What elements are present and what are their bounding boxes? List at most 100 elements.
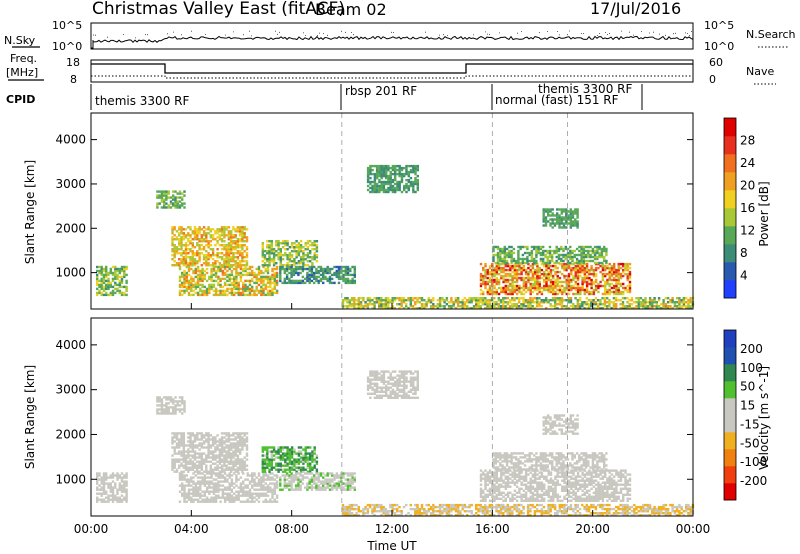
heatmap-cell	[182, 228, 185, 231]
heatmap-cell	[219, 480, 222, 483]
heatmap-cell	[269, 277, 272, 281]
heatmap-cell	[373, 178, 377, 182]
heatmap-cell	[378, 172, 381, 176]
heatmap-cell	[342, 273, 345, 277]
heatmap-cell	[509, 264, 512, 268]
heatmap-cell	[529, 297, 532, 300]
heatmap-cell	[226, 269, 229, 273]
heatmap-cell	[273, 498, 276, 501]
heatmap-cell	[227, 244, 231, 247]
heatmap-cell	[194, 281, 197, 285]
heatmap-cell	[196, 482, 200, 485]
heatmap-cell	[570, 278, 573, 282]
heatmap-cell	[545, 282, 548, 286]
heatmap-cell	[621, 301, 625, 304]
heatmap-cell	[414, 182, 417, 186]
heatmap-cell	[581, 276, 584, 280]
heatmap-cell	[273, 283, 276, 287]
heatmap-cell	[639, 305, 643, 308]
heatmap-cell	[214, 254, 217, 257]
heatmap-cell	[626, 268, 629, 272]
heatmap-cell	[248, 494, 252, 497]
heatmap-cell	[214, 291, 218, 295]
heatmap-cell	[398, 174, 401, 178]
heatmap-cell	[239, 468, 242, 471]
heatmap-cell	[536, 280, 539, 284]
heatmap-cell	[547, 276, 550, 280]
heatmap-cell	[482, 276, 485, 280]
heatmap-cell	[529, 299, 532, 302]
heatmap-cell	[176, 404, 179, 407]
heatmap-cell	[262, 484, 265, 487]
heatmap-cell	[441, 305, 444, 308]
power-cpid-guides	[341, 113, 568, 309]
heatmap-cell	[248, 496, 252, 499]
heatmap-cell	[613, 290, 616, 294]
heatmap-cell	[461, 303, 464, 306]
heatmap-cell	[499, 251, 502, 255]
heatmap-cell	[202, 452, 206, 455]
heatmap-cell	[497, 299, 500, 302]
heatmap-cell	[628, 288, 632, 292]
heatmap-cell	[185, 478, 188, 481]
heatmap-cell	[235, 484, 238, 487]
heatmap-cell	[671, 299, 674, 302]
heatmap-cell	[123, 285, 126, 289]
heatmap-cell	[248, 267, 252, 271]
heatmap-cell	[181, 486, 184, 489]
heatmap-cell	[484, 307, 487, 310]
heatmap-cell	[549, 286, 553, 290]
heatmap-cell	[205, 496, 209, 499]
heatmap-cell	[261, 256, 264, 259]
heatmap-cell	[105, 478, 108, 481]
heatmap-cell	[517, 307, 521, 310]
heatmap-cell	[317, 279, 320, 283]
heatmap-cell	[201, 500, 204, 503]
heatmap-cell	[275, 250, 278, 253]
heatmap-cell	[593, 255, 597, 259]
heatmap-cell	[286, 264, 289, 267]
heatmap-cell	[218, 462, 222, 465]
heatmap-cell	[200, 252, 203, 255]
heatmap-cell	[570, 284, 573, 288]
heatmap-cell	[558, 226, 561, 229]
heatmap-cell	[196, 230, 199, 233]
heatmap-cell	[527, 270, 530, 274]
heatmap-cell	[515, 286, 519, 290]
heatmap-cell	[549, 303, 552, 306]
heatmap-cell	[292, 271, 296, 275]
heatmap-cell	[353, 305, 356, 308]
heatmap-cell	[533, 301, 537, 304]
heatmap-cell	[565, 226, 568, 229]
heatmap-cell	[223, 454, 226, 457]
heatmap-cell	[241, 432, 244, 435]
heatmap-cell	[246, 267, 249, 271]
heatmap-cell	[181, 192, 184, 195]
heatmap-cell	[193, 450, 197, 453]
heatmap-cell	[454, 307, 458, 310]
heatmap-cell	[297, 279, 300, 283]
heatmap-cell	[226, 488, 229, 491]
heatmap-cell	[211, 450, 215, 453]
heatmap-cell	[251, 500, 254, 503]
heatmap-cell	[277, 256, 280, 259]
heatmap-cell	[558, 299, 561, 302]
heatmap-cell	[585, 276, 589, 280]
heatmap-cell	[271, 273, 274, 277]
heatmap-cell	[622, 292, 625, 296]
heatmap-cell	[172, 198, 175, 201]
heatmap-cell	[98, 283, 101, 287]
heatmap-cell	[191, 256, 194, 259]
heatmap-cell	[223, 442, 226, 445]
heatmap-cell	[271, 277, 274, 281]
heatmap-cell	[286, 262, 289, 265]
heatmap-cell	[109, 269, 112, 273]
heatmap-cell	[189, 262, 192, 265]
heatmap-cell	[558, 222, 561, 225]
heatmap-cell	[484, 280, 487, 284]
heatmap-cell	[492, 255, 495, 259]
heatmap-cell	[196, 446, 199, 449]
heatmap-cell	[230, 287, 234, 291]
heatmap-cell	[219, 269, 222, 273]
heatmap-cell	[279, 262, 282, 265]
